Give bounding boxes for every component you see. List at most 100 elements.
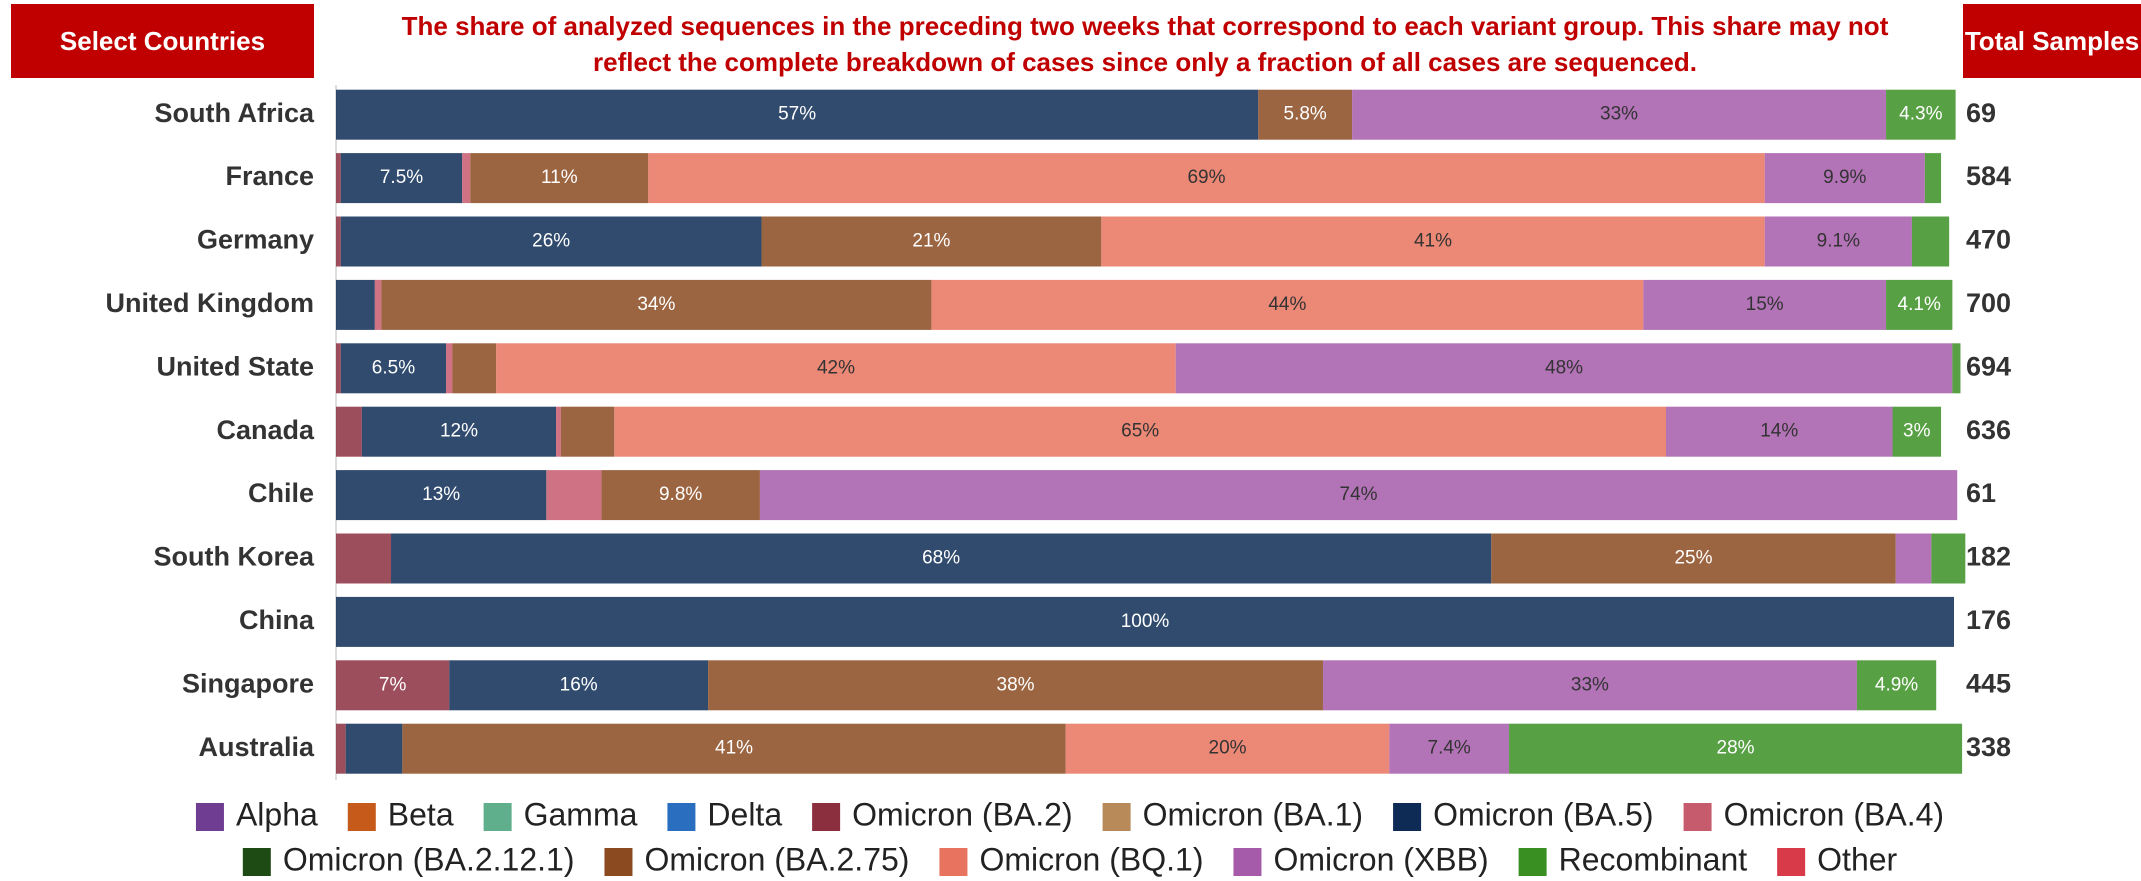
legend-label: Gamma (524, 796, 638, 832)
segment-label: 7.5% (380, 167, 423, 188)
bar-segment (708, 660, 1323, 711)
segment-label: 6.5% (372, 357, 415, 378)
segment-label: 5.8% (1284, 104, 1327, 125)
bar-segment (1175, 343, 1953, 394)
bar-segment (1911, 216, 1950, 267)
legend-swatch (604, 848, 633, 876)
segment-label: 14% (1760, 421, 1798, 442)
bar-segment (1065, 723, 1390, 774)
bar-segment (1322, 660, 1857, 711)
legend-swatch (1233, 848, 1262, 876)
bar-segment (1764, 153, 1925, 204)
bar-segment (1643, 279, 1887, 330)
segment-label: 12% (440, 421, 478, 442)
segment-label: 21% (912, 231, 950, 252)
legend-swatch (812, 803, 841, 831)
legend-label: Alpha (236, 796, 318, 832)
legend-label: Omicron (BQ.1) (979, 841, 1203, 877)
legend-label: Delta (707, 796, 782, 832)
bar-segment (1892, 406, 1942, 457)
legend-label: Omicron (BA.5) (1433, 796, 1653, 832)
legend-label: Other (1817, 841, 1897, 877)
segment-label: 48% (1545, 357, 1583, 378)
country-label: Canada (216, 415, 315, 445)
legend-label: Omicron (XBB) (1273, 841, 1488, 877)
bar-segment (336, 723, 346, 774)
country-label: United Kingdom (106, 288, 314, 318)
bar-segment (402, 723, 1066, 774)
segment-label: 68% (922, 548, 960, 569)
bar-segment (1101, 216, 1765, 267)
legend-label: Omicron (BA.1) (1143, 796, 1363, 832)
segment-label: 28% (1717, 738, 1755, 759)
bar-segment (546, 470, 602, 521)
segment-label: 34% (637, 294, 675, 315)
bar-segment (1491, 533, 1896, 584)
segment-label: 9.1% (1817, 231, 1860, 252)
segment-label: 38% (997, 674, 1035, 695)
bar-segment (336, 470, 547, 521)
bar-segment (614, 406, 1666, 457)
bar-segment (1931, 533, 1966, 584)
legend-swatch (1518, 848, 1547, 876)
bar-segment (336, 153, 341, 204)
bar-segment (1895, 533, 1932, 584)
total-samples: 584 (1966, 161, 2011, 191)
bar-segment (462, 153, 471, 204)
bar-segment (336, 533, 392, 584)
segment-label: 3% (1903, 421, 1931, 442)
legend-swatch (1777, 848, 1806, 876)
bar-segment (601, 470, 760, 521)
bar-segment (931, 279, 1644, 330)
bar-segment (336, 343, 341, 394)
total-samples: 176 (1966, 605, 2011, 635)
legend-swatch (1102, 803, 1131, 831)
legend-swatch (939, 848, 968, 876)
bar-segment (452, 343, 497, 394)
country-label: South Korea (153, 542, 314, 572)
segment-label: 100% (1121, 611, 1170, 632)
bar-segment (336, 596, 1954, 647)
bar-segment (1258, 89, 1353, 140)
country-label: China (239, 605, 315, 635)
bar-segment (336, 279, 375, 330)
legend-swatch (1683, 803, 1712, 831)
legend-swatch (667, 803, 696, 831)
legend-swatch (195, 803, 224, 831)
country-label: Australia (198, 732, 315, 762)
country-label: France (225, 161, 314, 191)
totals-header: Total Samples (1963, 4, 2141, 78)
bar-segment (374, 279, 382, 330)
bar-segment (1886, 89, 1956, 140)
segment-label: 16% (560, 674, 598, 695)
segment-label: 42% (817, 357, 855, 378)
bar-segment (1352, 89, 1887, 140)
bar-segment (340, 216, 762, 267)
segment-label: 7.4% (1428, 738, 1471, 759)
legend-swatch (1393, 803, 1422, 831)
bar-segment (761, 216, 1102, 267)
segment-label: 41% (715, 738, 753, 759)
bar-segment (340, 343, 447, 394)
bar-segment (336, 216, 341, 267)
legend-label: Omicron (BA.4) (1724, 796, 1944, 832)
bar-segment (336, 660, 450, 711)
country-label: United State (156, 351, 314, 381)
country-label: Singapore (182, 668, 314, 698)
select-countries-button[interactable]: Select Countries (11, 4, 314, 78)
total-samples: 182 (1966, 542, 2011, 572)
chart-title: The share of analyzed sequences in the p… (401, 11, 1889, 77)
segment-label: 4.3% (1899, 104, 1942, 125)
segment-label: 57% (778, 104, 816, 125)
total-samples: 700 (1966, 288, 2011, 318)
bar-segment (470, 153, 649, 204)
segment-label: 41% (1414, 231, 1452, 252)
bar-segment (336, 406, 362, 457)
bar-segment (648, 153, 1765, 204)
bar-segment (1924, 153, 1942, 204)
segment-label: 74% (1340, 484, 1378, 505)
bar-segment (560, 406, 615, 457)
legend-label: Omicron (BA.2) (852, 796, 1072, 832)
segment-label: 44% (1268, 294, 1306, 315)
